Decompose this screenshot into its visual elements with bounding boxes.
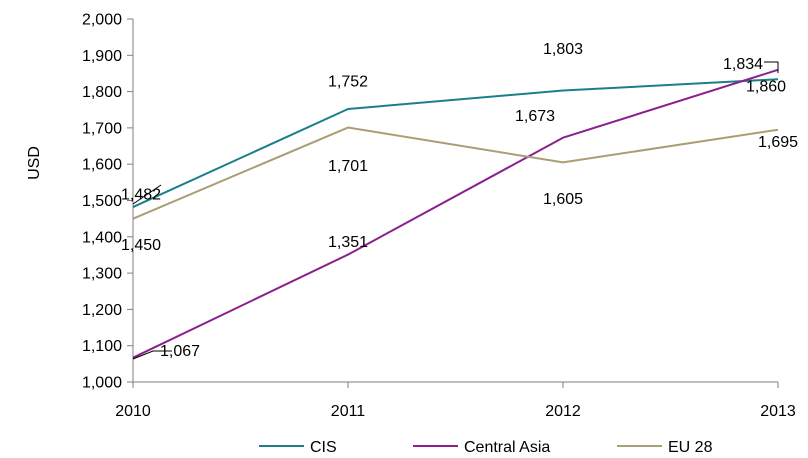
data-label: 1,803 (543, 41, 583, 58)
leader-line (132, 184, 162, 205)
data-label: 1,067 (160, 343, 200, 360)
legend-label: EU 28 (668, 439, 713, 456)
chart-axes (127, 18, 779, 388)
data-labels: 1,482 1,752 1,803 1,834 1,067 1,351 1,673 1,860… (121, 41, 798, 360)
data-label-leaders (132, 61, 779, 360)
data-label: 1,605 (543, 191, 583, 208)
x-tick-label: 2012 (545, 403, 581, 420)
x-tick-label: 2013 (760, 403, 796, 420)
x-tick-label: 2010 (115, 403, 151, 420)
y-tick-label: 1,000 (82, 375, 122, 392)
x-tick-labels: 2010 2011 2012 2013 (115, 403, 796, 420)
data-label: 1,450 (121, 237, 161, 254)
y-tick-labels: 1,000 1,100 1,200 1,300 1,400 1,500 1,600 1,700… (82, 12, 122, 392)
y-tick-label: 1,900 (82, 48, 122, 65)
y-tick-label: 1,200 (82, 302, 122, 319)
data-label: 1,834 (723, 56, 763, 73)
data-label: 1,695 (758, 134, 798, 151)
series-line (132, 126, 779, 220)
y-tick-label: 1,100 (82, 338, 122, 355)
data-label: 1,752 (328, 74, 368, 91)
data-label: 1,351 (328, 234, 368, 251)
x-tick-label: 2011 (331, 403, 366, 420)
data-label: 1,673 (515, 108, 555, 125)
data-label: 1,482 (121, 187, 161, 204)
y-tick-label: 1,400 (82, 229, 122, 246)
y-axis-label: USD (26, 146, 43, 180)
series-lines (132, 68, 779, 359)
legend-label: Central Asia (464, 439, 550, 456)
y-tick-label: 2,000 (82, 12, 122, 29)
y-tick-label: 1,500 (82, 193, 122, 210)
legend-label: CIS (310, 439, 337, 456)
series-line (132, 68, 779, 359)
y-tick-label: 1,300 (82, 266, 122, 283)
series-line (132, 78, 779, 208)
legend-item: EU 28 (617, 439, 713, 456)
legend-item: CIS (259, 439, 337, 456)
y-tick-label: 1,700 (82, 120, 122, 137)
leader-line (764, 61, 779, 73)
data-label: 1,860 (746, 78, 786, 95)
legend: CIS Central Asia EU 28 (259, 439, 713, 456)
data-label: 1,701 (328, 158, 368, 175)
leader-line (132, 350, 172, 360)
y-tick-label: 1,800 (82, 84, 122, 101)
y-tick-label: 1,600 (82, 157, 122, 174)
legend-item: Central Asia (413, 439, 550, 456)
